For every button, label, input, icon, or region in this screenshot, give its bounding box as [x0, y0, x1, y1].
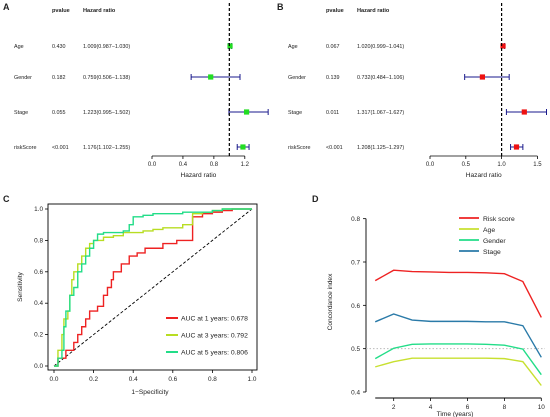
hr-point-b — [500, 43, 506, 49]
y-axis-title-c: Sensitivity — [17, 271, 24, 301]
hr-point-a — [243, 109, 250, 115]
forest-plot-a: pvalue Hazard ratio Age 0.430 1.009(0.987−1.… — [14, 3, 269, 179]
x-axis-title-b: Hazard ratio — [466, 172, 502, 179]
x-tick-label-b: 1.0 — [497, 162, 506, 168]
x-tick-label-c: 0.8 — [208, 376, 217, 383]
legend-label-d: Gender — [483, 238, 506, 245]
panel-label-d: D — [312, 194, 319, 204]
row-hr-text-b: 1.317(1.067−1.627) — [357, 110, 404, 116]
x-axis-title-a: Hazard ratio — [180, 172, 216, 179]
panel-label-a: A — [3, 2, 10, 12]
hr-point-b — [479, 74, 486, 80]
x-tick-label-c: 0.2 — [89, 376, 98, 383]
panel-label-b: B — [277, 2, 284, 12]
row-name-a: riskScore — [14, 145, 36, 151]
x-tick-label-b: 1.5 — [533, 162, 542, 168]
hr-point-a — [240, 144, 246, 150]
panel-label-c: C — [3, 194, 10, 204]
x-tick-label-c: 0.6 — [168, 376, 177, 383]
x-tick-label-c: 0.4 — [129, 376, 138, 383]
legend-label-d: Age — [483, 227, 495, 234]
legend-label-d: Risk score — [483, 216, 515, 223]
row-hr-text-a: 0.759(0.506−1.138) — [83, 75, 130, 81]
cindex-series-line-3 — [374, 343, 542, 376]
row-hr-text-a: 1.009(0.987−1.030) — [83, 44, 130, 50]
row-name-a: Stage — [14, 110, 28, 116]
legend-label-c: AUC at 5 years: 0.806 — [181, 350, 248, 357]
row-hr-text-a: 1.223(0.995−1.502) — [83, 110, 130, 116]
y-tick-label-c: 0.4 — [34, 300, 43, 307]
forest-plot-b: pvalue Hazard ratio Age 0.067 1.020(0.999−1.… — [288, 3, 548, 179]
row-hr-text-b: 1.208(1.125−1.297) — [357, 145, 404, 151]
y-tick-label-c: 1.0 — [34, 206, 43, 213]
legend-label-c: AUC at 1 years: 0.678 — [181, 316, 248, 323]
x-tick-label-c: 0.0 — [50, 376, 59, 383]
y-tick-label-c: 0.2 — [34, 332, 43, 339]
y-axis-title-d: Concordance index — [327, 273, 334, 331]
y-tick-label-d: 0.7 — [351, 260, 360, 267]
hr-point-a — [227, 43, 233, 49]
y-tick-label-d: 0.4 — [351, 390, 360, 397]
hr-point-a — [208, 74, 214, 80]
row-pvalue-a: 0.055 — [52, 110, 66, 116]
cindex-series-line-2 — [375, 357, 542, 386]
x-tick-label-d: 8 — [503, 404, 507, 411]
cindex-series-line-4 — [374, 313, 542, 358]
row-pvalue-b: 0.067 — [326, 44, 340, 50]
x-tick-label-d: 6 — [466, 404, 470, 411]
x-tick-label-c: 1.0 — [248, 376, 257, 383]
diagonal-reference-c — [53, 208, 253, 367]
x-tick-label-d: 2 — [392, 404, 396, 411]
row-pvalue-a: <0.001 — [52, 145, 69, 151]
roc-series-line-3 — [54, 208, 252, 367]
cindex-series-line-1 — [374, 269, 542, 318]
y-tick-label-c: 0.6 — [34, 269, 43, 276]
y-tick-label-d: 0.5 — [351, 346, 360, 353]
row-name-b: Stage — [288, 110, 302, 116]
y-tick-label-d: 0.8 — [351, 216, 360, 223]
x-tick-label-d: 10 — [538, 404, 546, 411]
legend-label-c: AUC at 3 years: 0.792 — [181, 333, 248, 340]
row-hr-text-b: 0.732(0.484−1.106) — [357, 75, 404, 81]
roc-series-line-1 — [54, 208, 252, 367]
y-tick-label-c: 0.8 — [34, 237, 43, 244]
x-axis-title-d: Time (years) — [437, 411, 474, 417]
x-axis-title-c: 1−Specificity — [131, 389, 169, 396]
col-header-hr-a: Hazard ratio — [83, 8, 116, 14]
x-tick-label-b: 0.0 — [426, 162, 435, 168]
y-tick-label-c: 0.0 — [34, 363, 43, 370]
y-tick-label-d: 0.6 — [351, 303, 360, 310]
row-name-b: riskScore — [288, 145, 310, 151]
col-header-pvalue-a: pvalue — [52, 8, 70, 14]
row-pvalue-b: <0.001 — [326, 145, 343, 151]
row-name-a: Gender — [14, 75, 32, 81]
x-tick-label-a: 1.2 — [241, 162, 250, 168]
plot-frame-c — [47, 203, 258, 371]
row-name-b: Age — [288, 44, 298, 50]
col-header-pvalue-b: pvalue — [326, 8, 344, 14]
cindex-chart-d: 0.4 0.5 0.6 0.7 0.8 2 4 6 8 10 Time (years) Concord… — [327, 216, 545, 417]
row-hr-text-a: 1.176(1.102−1.255) — [83, 145, 130, 151]
x-tick-label-a: 0.0 — [148, 162, 157, 168]
row-name-a: Age — [14, 44, 24, 50]
legend-label-d: Stage — [483, 249, 501, 256]
row-pvalue-b: 0.139 — [326, 75, 340, 81]
x-tick-label-b: 0.5 — [462, 162, 471, 168]
row-hr-text-b: 1.020(0.999−1.041) — [357, 44, 404, 50]
row-name-b: Gender — [288, 75, 306, 81]
x-tick-label-a: 0.4 — [179, 162, 188, 168]
x-tick-label-a: 0.8 — [210, 162, 219, 168]
col-header-hr-b: Hazard ratio — [357, 8, 390, 14]
roc-chart-c: 0.0 0.0 0.2 0.2 0.4 0.4 0.6 0.6 0.8 0.8 1.0 1.0 1−Sp… — [17, 203, 258, 396]
row-pvalue-a: 0.430 — [52, 44, 66, 50]
hr-point-b — [513, 144, 520, 150]
hr-point-b — [521, 109, 527, 115]
x-tick-label-d: 4 — [429, 404, 433, 411]
row-pvalue-b: 0.011 — [326, 110, 339, 116]
row-pvalue-a: 0.182 — [52, 75, 66, 81]
